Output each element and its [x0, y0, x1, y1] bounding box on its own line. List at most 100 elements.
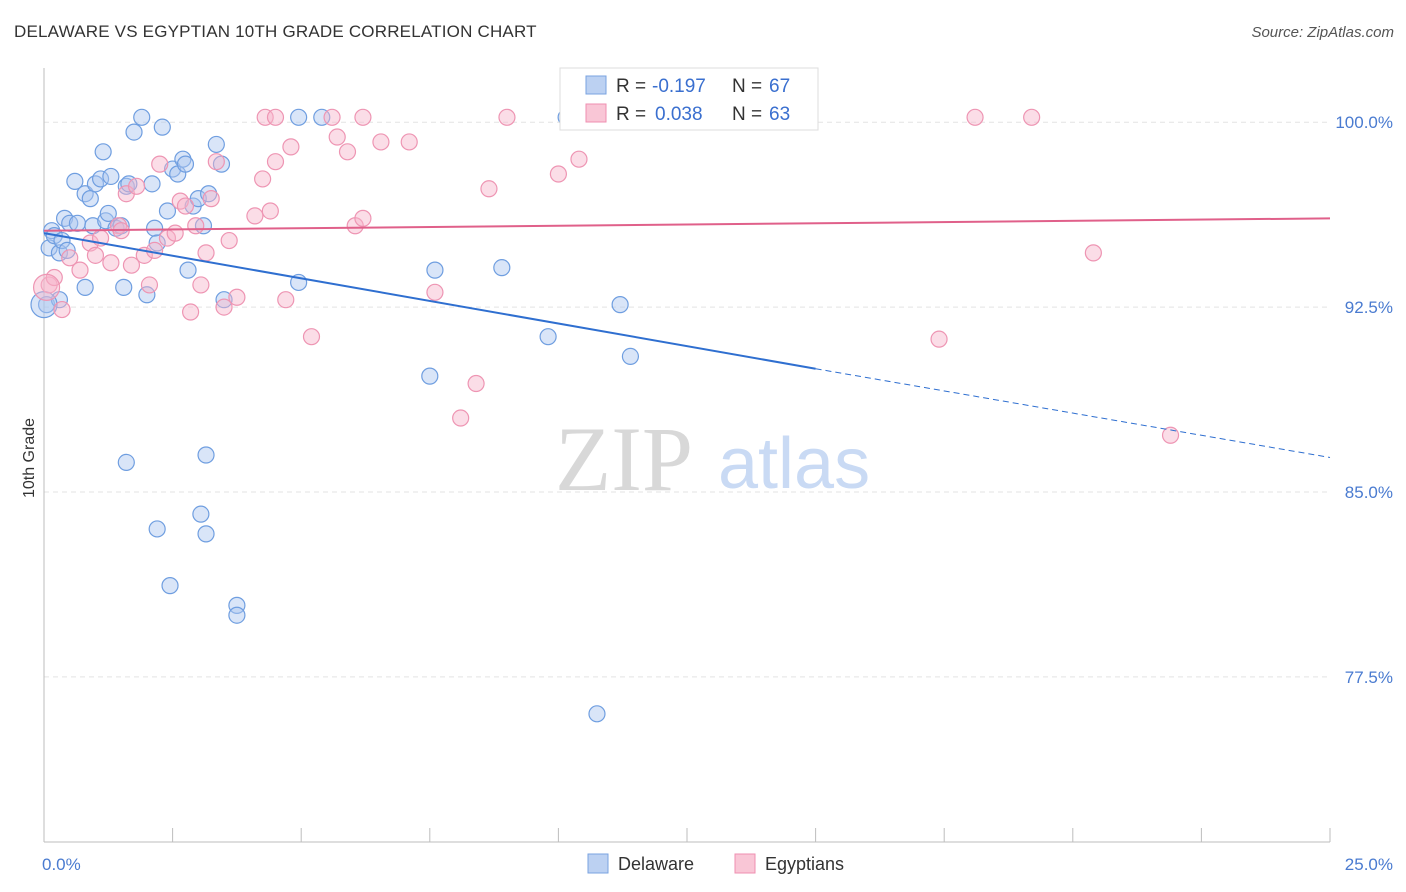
delaware-swatch: [587, 853, 609, 874]
egyptians-point: [277, 291, 295, 309]
egyptians-point: [187, 217, 205, 235]
egyptians-r-label: R =: [616, 104, 646, 125]
egyptians-points: [32, 108, 1180, 444]
delaware-n-value: 67: [769, 76, 790, 97]
delaware-point: [174, 150, 192, 168]
egyptians-point: [53, 300, 71, 319]
delaware-point: [81, 190, 99, 208]
axes: [43, 68, 1331, 843]
y-tick-label: 92.5%: [1345, 298, 1393, 317]
delaware-point: [228, 606, 246, 624]
egyptians-point: [261, 202, 279, 220]
egyptians-point: [549, 165, 568, 183]
egyptians-point: [202, 190, 220, 208]
egyptians-point: [182, 303, 200, 321]
egyptians-point: [215, 298, 233, 316]
egyptians-point: [220, 231, 238, 250]
egyptians-point: [1084, 244, 1102, 262]
egyptians-point: [166, 224, 184, 242]
egyptians-point: [354, 209, 372, 227]
egyptians-legend-label: Egyptians: [765, 854, 844, 874]
delaware-point: [68, 214, 87, 232]
egyptians-point: [254, 170, 272, 188]
egyptians-trendline: [43, 217, 1331, 232]
egyptians-legend-swatch: [585, 103, 607, 123]
delaware-point: [153, 118, 171, 136]
egyptians-point: [86, 246, 105, 264]
delaware-point: [215, 291, 233, 309]
y-axis-label: 10th Grade: [21, 418, 38, 498]
delaware-trendline-extension: [815, 368, 1331, 458]
delaware-point: [539, 328, 557, 346]
egyptians-point: [400, 133, 418, 151]
x-tick-label: 0.0%: [42, 855, 81, 874]
delaware-legend-label: Delaware: [618, 854, 694, 874]
tick-labels: 100.0% 92.5% 85.0% 77.5% 0.0% 25.0%: [42, 113, 1393, 874]
delaware-point: [192, 505, 210, 523]
delaware-r-label: R =: [616, 76, 646, 97]
delaware-point: [76, 278, 94, 296]
egyptians-point: [480, 180, 498, 198]
delaware-point: [99, 204, 117, 223]
egyptians-point: [966, 108, 984, 126]
y-tick-label: 100.0%: [1335, 113, 1393, 132]
delaware-point: [125, 123, 143, 141]
chart-source: Source: ZipAtlas.com: [1251, 24, 1394, 41]
egyptians-point: [452, 409, 470, 427]
series-legend: Delaware Egyptians: [587, 853, 844, 874]
egyptians-n-value: 63: [769, 104, 790, 125]
delaware-point: [426, 261, 444, 279]
delaware-point: [200, 185, 218, 203]
stats-legend: R = -0.197 N = 67 R = 0.038 N = 63: [559, 67, 819, 131]
delaware-point: [621, 347, 640, 366]
egyptians-point: [207, 153, 225, 171]
egyptians-point: [61, 249, 79, 267]
delaware-point: [102, 167, 120, 186]
delaware-point: [138, 286, 156, 304]
egyptians-point: [467, 374, 485, 393]
egyptians-point: [930, 330, 948, 348]
egyptians-point: [171, 192, 189, 210]
delaware-point: [176, 155, 195, 173]
delaware-point: [197, 446, 215, 464]
delaware-point: [66, 172, 84, 190]
delaware-point: [421, 367, 439, 385]
egyptians-point: [282, 138, 300, 156]
egyptians-point: [192, 276, 210, 294]
egyptians-point: [140, 276, 159, 294]
delaware-point: [228, 596, 246, 614]
egyptians-point: [246, 207, 264, 225]
delaware-point: [37, 296, 56, 314]
delaware-point: [117, 453, 135, 471]
egyptians-n-label: N =: [732, 104, 762, 125]
egyptians-point: [266, 108, 285, 126]
delaware-point: [161, 577, 179, 595]
delaware-point: [197, 525, 215, 543]
y-tick-label: 77.5%: [1345, 668, 1393, 687]
y-tick-label: 85.0%: [1345, 483, 1393, 502]
watermark: ZIP atlas: [555, 408, 870, 510]
egyptians-point: [32, 273, 61, 301]
egyptians-point: [323, 108, 341, 126]
egyptians-point: [127, 177, 146, 195]
egyptians-point: [102, 254, 120, 272]
egyptians-point: [266, 153, 285, 171]
delaware-point: [115, 278, 133, 296]
egyptians-point: [426, 283, 444, 301]
delaware-r-value: -0.197: [652, 76, 706, 97]
delaware-point: [133, 108, 151, 126]
delaware-point: [148, 520, 166, 538]
egyptians-point: [151, 155, 169, 173]
delaware-point: [86, 175, 105, 193]
egyptians-swatch: [734, 853, 756, 874]
delaware-point: [290, 108, 308, 126]
egyptians-point: [197, 244, 215, 262]
egyptians-point: [372, 133, 390, 151]
delaware-trendline: [43, 232, 816, 370]
egyptians-point: [228, 288, 246, 306]
egyptians-point: [302, 328, 321, 346]
egyptians-point: [176, 197, 195, 215]
egyptians-point: [71, 261, 89, 279]
delaware-point: [611, 296, 629, 314]
